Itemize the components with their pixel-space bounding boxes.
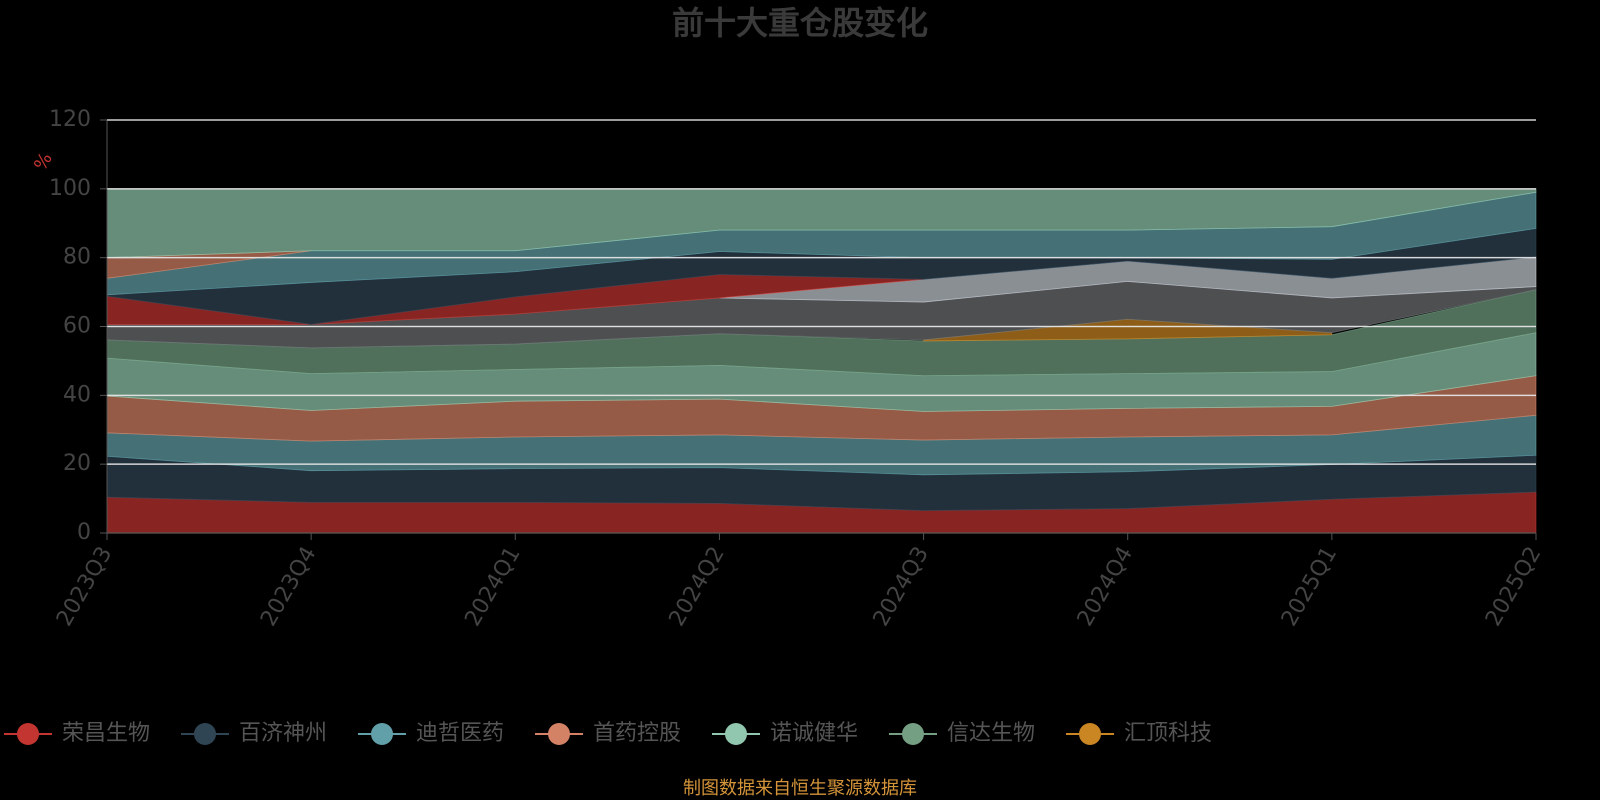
y-tick-label: 100 — [49, 176, 91, 201]
legend-label[interactable]: 汇顶科技 — [1124, 721, 1212, 746]
y-tick-label: 40 — [63, 382, 91, 407]
y-axis-label: % — [30, 149, 57, 174]
legend-marker — [725, 723, 747, 745]
legend-marker — [902, 723, 924, 745]
legend-marker — [1079, 723, 1101, 745]
x-tick-label: 2025Q1 — [1277, 543, 1342, 631]
x-tick-label: 2024Q2 — [665, 543, 730, 631]
legend-marker — [548, 723, 570, 745]
legend: 荣昌生物 百济神州 迪哲医药 首药控股 诺诚健华 信达生物 汇顶科技 — [4, 721, 1212, 746]
legend-label[interactable]: 首药控股 — [593, 721, 681, 746]
y-tick-label: 20 — [63, 451, 91, 476]
source-note: 制图数据来自恒生聚源数据库 — [683, 778, 917, 799]
y-tick-label: 80 — [63, 245, 91, 270]
areas — [106, 188, 1537, 534]
legend-marker — [194, 723, 216, 745]
legend-marker — [371, 723, 393, 745]
y-tick-label: 0 — [77, 520, 91, 545]
x-tick-label: 2024Q4 — [1073, 543, 1138, 631]
x-tick-label: 2024Q3 — [869, 543, 934, 631]
chart-title: 前十大重仓股变化 — [672, 4, 928, 42]
x-tick-label: 2024Q1 — [460, 543, 525, 631]
y-tick-label: 120 — [49, 107, 91, 132]
legend-label[interactable]: 诺诚健华 — [770, 721, 858, 746]
x-tick-label: 2023Q4 — [256, 543, 321, 631]
y-tick-label: 60 — [63, 314, 91, 339]
legend-marker — [17, 723, 39, 745]
legend-label[interactable]: 荣昌生物 — [62, 721, 150, 746]
legend-label[interactable]: 百济神州 — [239, 721, 327, 746]
legend-label[interactable]: 迪哲医药 — [416, 721, 504, 746]
legend-label[interactable]: 信达生物 — [947, 721, 1035, 746]
x-tick-label: 2023Q3 — [52, 543, 117, 631]
x-tick-label: 2025Q2 — [1481, 543, 1546, 631]
